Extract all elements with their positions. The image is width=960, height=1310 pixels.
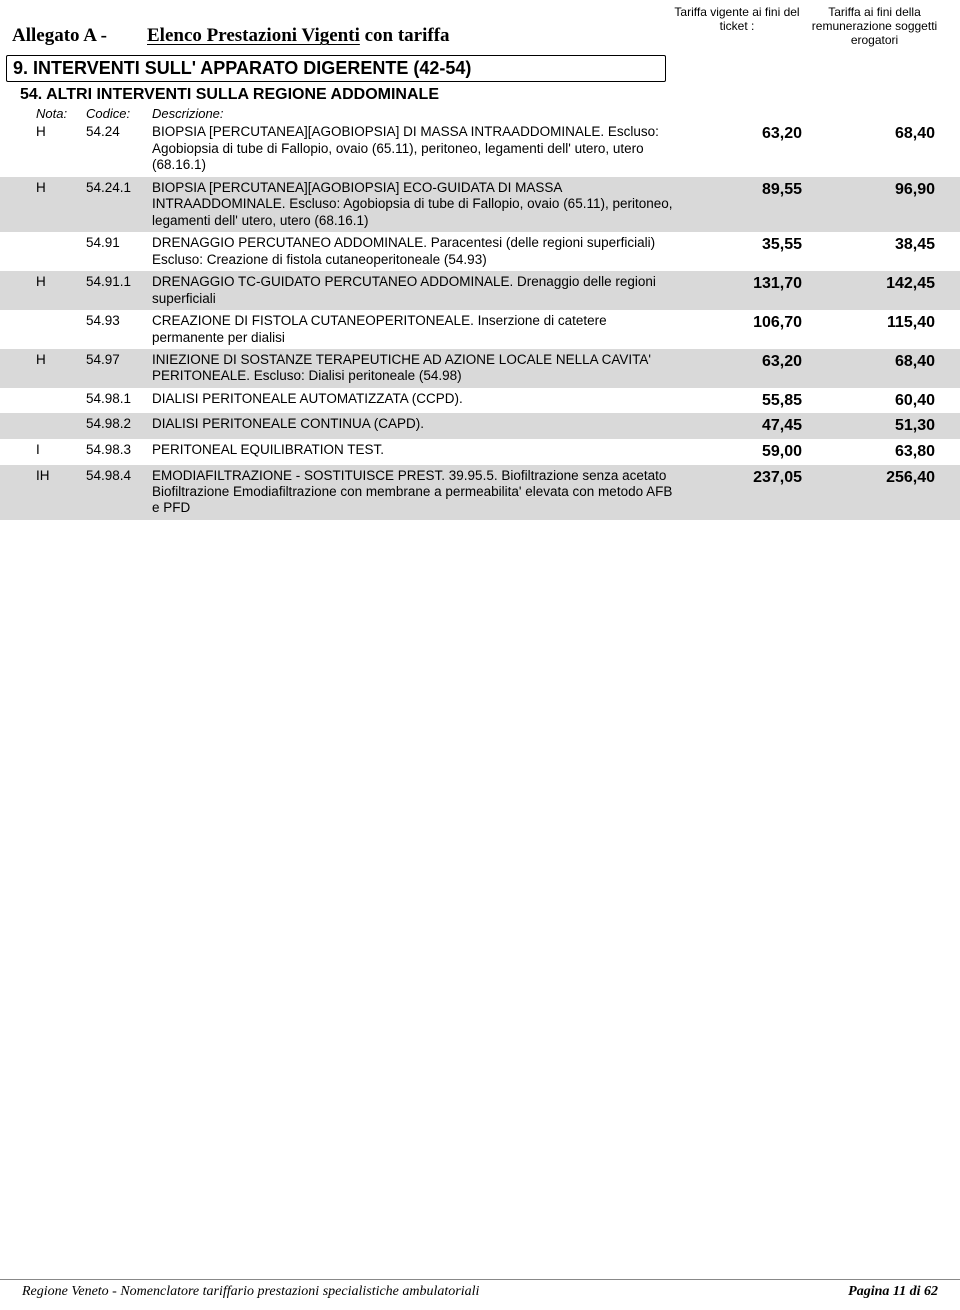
cell-tariffa-remunerazione: 68,40 [812,124,937,173]
cell-tariffa-ticket: 131,70 [692,274,812,307]
cell-tariffa-ticket: 35,55 [692,235,812,268]
footer-source: Regione Veneto - Nomenclatore tariffario… [22,1284,479,1300]
cell-nota: H [36,352,86,385]
header-left: Allegato A - Elenco Prestazioni Vigenti … [12,25,672,47]
elenco-tail: con tariffa [360,25,450,46]
rows-container: H54.24BIOPSIA [PERCUTANEA][AGOBIOPSIA] D… [0,121,960,520]
column-headers: Nota: Codice: Descrizione: [0,104,960,121]
table-row: IH54.98.4EMODIAFILTRAZIONE - SOSTITUISCE… [0,465,960,520]
cell-nota: H [36,124,86,173]
cell-codice: 54.98.4 [86,468,152,517]
header-col-tariffa-ticket: Tariffa vigente ai fini del ticket : [672,6,802,47]
cell-tariffa-ticket: 63,20 [692,124,812,173]
cell-codice: 54.98.2 [86,416,152,436]
cell-tariffa-remunerazione: 115,40 [812,313,937,346]
col-header-nota: Nota: [36,106,86,121]
cell-nota [36,313,86,346]
cell-descrizione: DRENAGGIO TC-GUIDATO PERCUTANEO ADDOMINA… [152,274,692,307]
cell-tariffa-ticket: 63,20 [692,352,812,385]
subsection-title: 54. ALTRI INTERVENTI SULLA REGIONE ADDOM… [0,82,960,104]
cell-descrizione: DIALISI PERITONEALE AUTOMATIZZATA (CCPD)… [152,391,692,411]
cell-tariffa-remunerazione: 51,30 [812,416,937,436]
cell-descrizione: EMODIAFILTRAZIONE - SOSTITUISCE PREST. 3… [152,468,692,517]
cell-nota [36,391,86,411]
cell-tariffa-remunerazione: 68,40 [812,352,937,385]
cell-tariffa-ticket: 89,55 [692,180,812,229]
footer-page-number: Pagina 11 di 62 [848,1284,938,1300]
table-row: H54.97INIEZIONE DI SOSTANZE TERAPEUTICHE… [0,349,960,388]
cell-tariffa-remunerazione: 256,40 [812,468,937,517]
elenco-title: Elenco Prestazioni Vigenti con tariffa [147,25,450,47]
page: Allegato A - Elenco Prestazioni Vigenti … [0,0,960,520]
cell-descrizione: INIEZIONE DI SOSTANZE TERAPEUTICHE AD AZ… [152,352,692,385]
cell-nota: H [36,180,86,229]
cell-nota: IH [36,468,86,517]
cell-tariffa-remunerazione: 96,90 [812,180,937,229]
table-row: 54.93CREAZIONE DI FISTOLA CUTANEOPERITON… [0,310,960,349]
cell-codice: 54.98.1 [86,391,152,411]
cell-descrizione: BIOPSIA [PERCUTANEA][AGOBIOPSIA] DI MASS… [152,124,692,173]
cell-tariffa-ticket: 106,70 [692,313,812,346]
section-title: 9. INTERVENTI SULL' APPARATO DIGERENTE (… [13,58,659,79]
cell-codice: 54.91 [86,235,152,268]
header-right: Tariffa vigente ai fini del ticket : Tar… [672,6,948,47]
cell-tariffa-remunerazione: 142,45 [812,274,937,307]
cell-tariffa-remunerazione: 60,40 [812,391,937,411]
cell-tariffa-remunerazione: 63,80 [812,442,937,462]
cell-descrizione: BIOPSIA [PERCUTANEA][AGOBIOPSIA] ECO-GUI… [152,180,692,229]
allegato-label: Allegato A - [12,25,107,47]
table-row: H54.24.1BIOPSIA [PERCUTANEA][AGOBIOPSIA]… [0,177,960,232]
cell-tariffa-ticket: 237,05 [692,468,812,517]
cell-codice: 54.91.1 [86,274,152,307]
cell-nota: I [36,442,86,462]
elenco-main: Elenco Prestazioni Vigenti [147,25,360,46]
table-row: I54.98.3PERITONEAL EQUILIBRATION TEST.59… [0,439,960,465]
page-header: Allegato A - Elenco Prestazioni Vigenti … [0,0,960,51]
table-row: 54.91DRENAGGIO PERCUTANEO ADDOMINALE. Pa… [0,232,960,271]
page-footer: Regione Veneto - Nomenclatore tariffario… [0,1279,960,1300]
cell-codice: 54.98.3 [86,442,152,462]
table-row: H54.24BIOPSIA [PERCUTANEA][AGOBIOPSIA] D… [0,121,960,176]
header-col-tariffa-remunerazione: Tariffa ai fini della remunerazione sogg… [802,6,947,47]
col-header-codice: Codice: [86,106,152,121]
cell-codice: 54.97 [86,352,152,385]
cell-codice: 54.24 [86,124,152,173]
cell-tariffa-ticket: 59,00 [692,442,812,462]
cell-nota: H [36,274,86,307]
table-row: H54.91.1DRENAGGIO TC-GUIDATO PERCUTANEO … [0,271,960,310]
cell-tariffa-ticket: 47,45 [692,416,812,436]
cell-descrizione: DRENAGGIO PERCUTANEO ADDOMINALE. Paracen… [152,235,692,268]
cell-tariffa-ticket: 55,85 [692,391,812,411]
cell-codice: 54.24.1 [86,180,152,229]
table-row: 54.98.1DIALISI PERITONEALE AUTOMATIZZATA… [0,388,960,414]
cell-nota [36,416,86,436]
cell-descrizione: DIALISI PERITONEALE CONTINUA (CAPD). [152,416,692,436]
cell-tariffa-remunerazione: 38,45 [812,235,937,268]
cell-descrizione: PERITONEAL EQUILIBRATION TEST. [152,442,692,462]
section-box: 9. INTERVENTI SULL' APPARATO DIGERENTE (… [6,55,666,82]
cell-codice: 54.93 [86,313,152,346]
cell-descrizione: CREAZIONE DI FISTOLA CUTANEOPERITONEALE.… [152,313,692,346]
cell-nota [36,235,86,268]
table-row: 54.98.2DIALISI PERITONEALE CONTINUA (CAP… [0,413,960,439]
col-header-descrizione: Descrizione: [152,106,948,121]
